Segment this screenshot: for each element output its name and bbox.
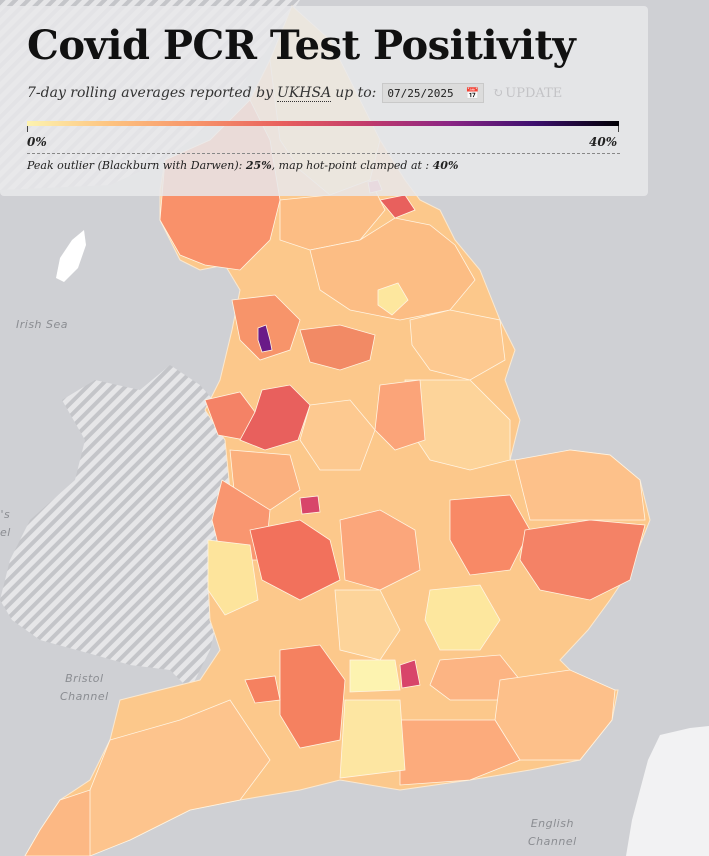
district-cambridgeshire[interactable] (449, 494, 531, 576)
sea-label-irish-sea: Irish Sea (16, 318, 69, 331)
note-prefix: Peak outlier (Blackburn with Darwen): (27, 159, 243, 172)
calendar-icon[interactable]: 📅 (465, 86, 480, 100)
note-middle: , map hot-point clamped at : (271, 159, 430, 172)
scale-tick-min (27, 126, 28, 132)
subtitle-suffix: up to: (335, 85, 377, 101)
district-sussex[interactable] (399, 719, 521, 786)
clamp-value: 40% (432, 159, 459, 172)
subtitle: 7-day rolling averages reported by UKHSA… (27, 83, 562, 103)
scale-max-label: 40% (589, 135, 618, 149)
wales-region (0, 365, 240, 690)
date-input[interactable]: 07/25/2025 📅 (382, 83, 485, 103)
divider (27, 153, 620, 154)
district-harrogate[interactable] (377, 282, 409, 316)
district-teesside[interactable] (379, 194, 416, 219)
district-north-yorkshire[interactable] (309, 217, 476, 321)
refresh-icon: ↻ (492, 85, 504, 101)
district-hertfordshire[interactable] (424, 584, 501, 651)
district-bristol[interactable] (244, 675, 281, 704)
district-west-yorkshire[interactable] (299, 324, 376, 371)
color-scale-bar (27, 121, 619, 126)
district-stoke[interactable] (299, 495, 321, 515)
district-leicester[interactable] (339, 509, 421, 591)
district-manchester[interactable] (239, 384, 311, 451)
district-blackburn[interactable] (257, 324, 273, 353)
peak-value: 25% (245, 159, 272, 172)
peak-note: Peak outlier (Blackburn with Darwen): 25… (27, 159, 458, 172)
date-value: 07/25/2025 (387, 86, 454, 100)
district-suffolk[interactable] (519, 519, 646, 601)
sea-label-bristol-channel: Bristol Channel (60, 672, 109, 703)
scale-tick-max (618, 126, 619, 132)
isle-of-man (56, 230, 86, 282)
district-herefordshire[interactable] (207, 539, 259, 616)
update-button[interactable]: ↻ UPDATE (492, 86, 562, 101)
source-link[interactable]: UKHSA (277, 84, 332, 102)
update-label: UPDATE (505, 85, 563, 101)
france-coast (626, 726, 709, 856)
district-norfolk[interactable] (514, 449, 646, 521)
subtitle-prefix: 7-day rolling averages reported by (27, 85, 274, 101)
sea-label-english-channel: English Channel (528, 817, 577, 848)
district-cornwall[interactable] (24, 789, 91, 856)
page-title: Covid PCR Test Positivity (27, 22, 576, 69)
sea-label-partial: 's el (0, 508, 11, 539)
district-oxfordshire[interactable] (334, 589, 401, 661)
district-hampshire[interactable] (339, 699, 406, 779)
district-birmingham[interactable] (249, 519, 341, 601)
district-derbyshire[interactable] (299, 399, 376, 471)
district-east-riding[interactable] (409, 309, 506, 381)
scale-min-label: 0% (27, 135, 47, 149)
district-nottingham[interactable] (374, 379, 426, 451)
district-reading[interactable] (349, 659, 401, 693)
district-wiltshire[interactable] (279, 644, 346, 749)
district-slough[interactable] (399, 659, 421, 689)
